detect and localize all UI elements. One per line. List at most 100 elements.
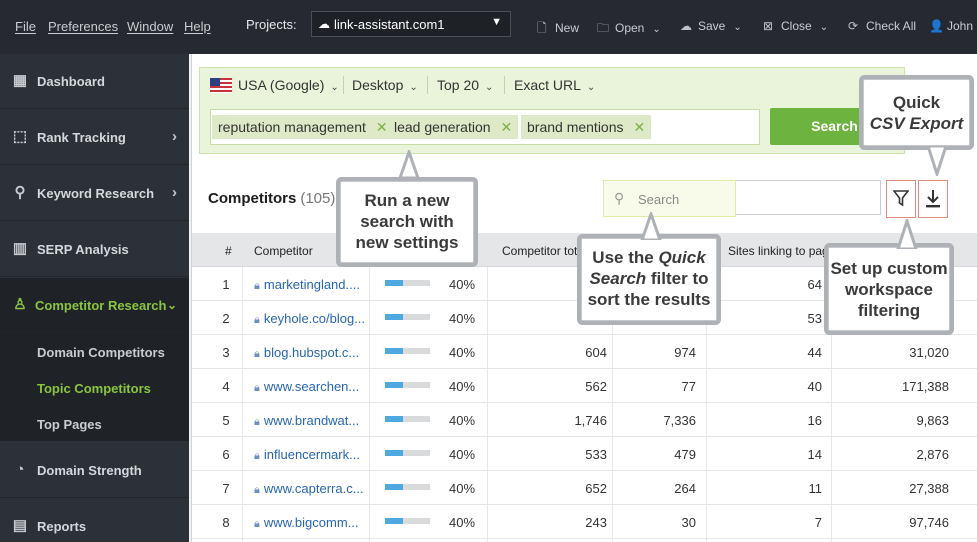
menu-help[interactable]: Help — [184, 19, 211, 34]
sidebar-item-keyword-research[interactable]: ⚲ Keyword Research › — [0, 166, 189, 221]
competitor-link[interactable]: 🔒︎ www.searchen... — [254, 379, 359, 395]
sidebar-subitem-top-pages[interactable]: Top Pages — [37, 417, 102, 432]
check-all-button[interactable]: ⟳ Check All — [848, 19, 916, 33]
user-name: John — [947, 19, 974, 33]
table-row[interactable]: 5 🔒︎ www.brandwat... 40% 1,746 7,336 16 9,863 — [192, 403, 977, 437]
chevron-down-icon: ⌄ — [409, 82, 418, 93]
metric-value: 97,746 — [909, 515, 949, 530]
keyword-chip-label: reputation management — [218, 119, 366, 135]
table-row[interactable]: 7 🔒︎ www.capterra.c... 40% 652 264 11 27,388 — [192, 471, 977, 505]
device-select[interactable]: Desktop ⌄ — [352, 77, 418, 93]
sidebar-item-competitor-research[interactable]: ♙ Competitor Research ⌄ — [0, 278, 189, 333]
chevron-down-icon: ⌄ — [330, 82, 339, 93]
column-header-competitor[interactable]: Competitor — [254, 244, 313, 258]
row-number: 5 — [222, 413, 230, 428]
row-number: 1 — [222, 277, 230, 292]
menu-file[interactable]: File — [15, 19, 36, 34]
dashboard-icon: ▦ — [12, 72, 28, 89]
sites-linking-value: 11 — [808, 481, 823, 496]
row-number: 7 — [222, 481, 230, 496]
callout-pointer — [926, 146, 948, 176]
sidebar-subnav: Domain Competitors Topic Competitors Top… — [0, 333, 189, 441]
remove-icon[interactable]: ✕ — [375, 119, 388, 135]
divider — [427, 76, 428, 94]
lock-icon: 🔒︎ — [254, 450, 260, 462]
remove-icon[interactable]: ✕ — [500, 119, 513, 135]
competitor-link[interactable]: 🔒︎ www.capterra.c... — [254, 481, 364, 497]
column-header-sites[interactable]: Sites linking to page — [728, 244, 836, 258]
remove-icon[interactable]: ✕ — [633, 119, 646, 135]
table-row[interactable]: 8 🔒︎ www.bigcomm... 40% 243 30 7 97,746 — [192, 505, 977, 539]
callout-pointer — [896, 219, 918, 249]
chevron-down-icon: ⌄ — [166, 298, 177, 312]
menu-preferences[interactable]: Preferences — [48, 19, 119, 34]
sidebar-subitem-domain-competitors[interactable]: Domain Competitors — [37, 345, 165, 360]
filter-button[interactable] — [886, 180, 916, 218]
chevron-right-icon: › — [172, 184, 177, 201]
new-button[interactable]: 🗋 New — [537, 19, 579, 40]
percent-value: 40% — [449, 481, 476, 496]
metric-value: 171,388 — [902, 379, 949, 394]
bar-chart-icon: ▥ — [12, 240, 28, 257]
competitor-link[interactable]: 🔒︎ www.brandwat... — [254, 413, 359, 429]
projects-label: Projects: — [246, 17, 297, 32]
search-icon: ⚲ — [614, 190, 625, 206]
progress-fill — [385, 450, 403, 456]
chevron-down-icon: ⌄ — [733, 22, 742, 33]
match-select[interactable]: Exact URL ⌄ — [514, 77, 595, 93]
percent-value: 40% — [449, 379, 476, 394]
sidebar-item-label: Keyword Research — [37, 186, 155, 201]
table-row[interactable]: 2 🔒︎ keyhole.co/blog... 40% 53 — [192, 301, 977, 335]
keywords-input[interactable]: reputation management ✕ lead generation ✕ … — [210, 109, 760, 145]
competitor-link[interactable]: 🔒︎ keyhole.co/blog... — [254, 311, 365, 327]
csv-export-button[interactable] — [918, 180, 948, 218]
chart-icon: ⬚ — [12, 128, 28, 145]
percent-value: 40% — [449, 311, 476, 326]
callout-new-search: Run a new search with new settings — [340, 181, 474, 263]
progress-fill — [385, 382, 403, 388]
quick-search-input[interactable]: ⚲ Search — [603, 180, 881, 217]
sites-linking-value: 14 — [807, 447, 822, 462]
sidebar-item-reports[interactable]: ▤ Reports — [0, 499, 189, 542]
engine-select[interactable]: USA (Google) ⌄ — [210, 77, 339, 93]
table-row[interactable]: 6 🔒︎ influencermark... 40% 533 479 14 2,876 — [192, 437, 977, 471]
table-row[interactable]: 4 🔒︎ www.searchen... 40% 562 77 40 171,388 — [192, 369, 977, 403]
progress-bar — [385, 484, 430, 490]
progress-bar — [385, 518, 430, 524]
open-button[interactable]: 🗀 Open ⌄ — [597, 19, 661, 40]
close-button-label: Close — [781, 19, 812, 33]
callout-text: CSV Export — [869, 114, 964, 133]
table-row[interactable]: 3 🔒︎ blog.hubspot.c... 40% 604 974 44 31,020 — [192, 335, 977, 369]
sidebar-item-domain-strength[interactable]: ◔ Domain Strength — [0, 443, 189, 498]
competitor-link[interactable]: 🔒︎ influencermark... — [254, 447, 360, 463]
column-divider — [487, 267, 488, 542]
callout-text: Use the — [592, 248, 659, 267]
cloud-save-icon: ☁ — [680, 19, 692, 33]
column-header-num[interactable]: # — [225, 244, 232, 258]
competitor-link[interactable]: 🔒︎ marketingland.... — [254, 277, 360, 293]
progress-bar — [385, 314, 430, 320]
sidebar-subitem-topic-competitors[interactable]: Topic Competitors — [37, 381, 151, 396]
callout-quick-search: Use the Quick Search filter to sort the … — [581, 238, 717, 321]
callout-text: filtering — [857, 301, 921, 320]
competitor-link[interactable]: 🔒︎ blog.hubspot.c... — [254, 345, 359, 361]
column-header-total[interactable]: Competitor total — [502, 244, 587, 258]
sidebar-item-dashboard[interactable]: ▦ Dashboard — [0, 54, 189, 109]
competitor-link[interactable]: 🔒︎ www.bigcomm... — [254, 515, 359, 531]
sidebar-item-serp-analysis[interactable]: ▥ SERP Analysis — [0, 222, 189, 277]
gauge-icon: ◔ — [15, 461, 25, 478]
sidebar-item-rank-tracking[interactable]: ⬚ Rank Tracking › — [0, 110, 189, 165]
project-select[interactable]: ☁ link-assistant.com1 ▼ — [311, 11, 511, 37]
menu-window[interactable]: Window — [127, 19, 174, 34]
competitor-total-value: 533 — [585, 447, 607, 462]
close-button[interactable]: ⊠ Close ⌄ — [763, 19, 828, 33]
filter-icon — [892, 190, 910, 207]
row-number: 4 — [222, 379, 230, 394]
quick-search-placeholder: Search — [638, 192, 680, 207]
lock-icon: 🔒︎ — [254, 382, 260, 394]
depth-select[interactable]: Top 20 ⌄ — [437, 77, 493, 93]
metric-value: 2,876 — [916, 447, 949, 462]
percent-value: 40% — [449, 515, 476, 530]
save-button[interactable]: ☁ Save ⌄ — [680, 19, 742, 33]
user-menu[interactable]: 👤 John — [929, 19, 973, 33]
